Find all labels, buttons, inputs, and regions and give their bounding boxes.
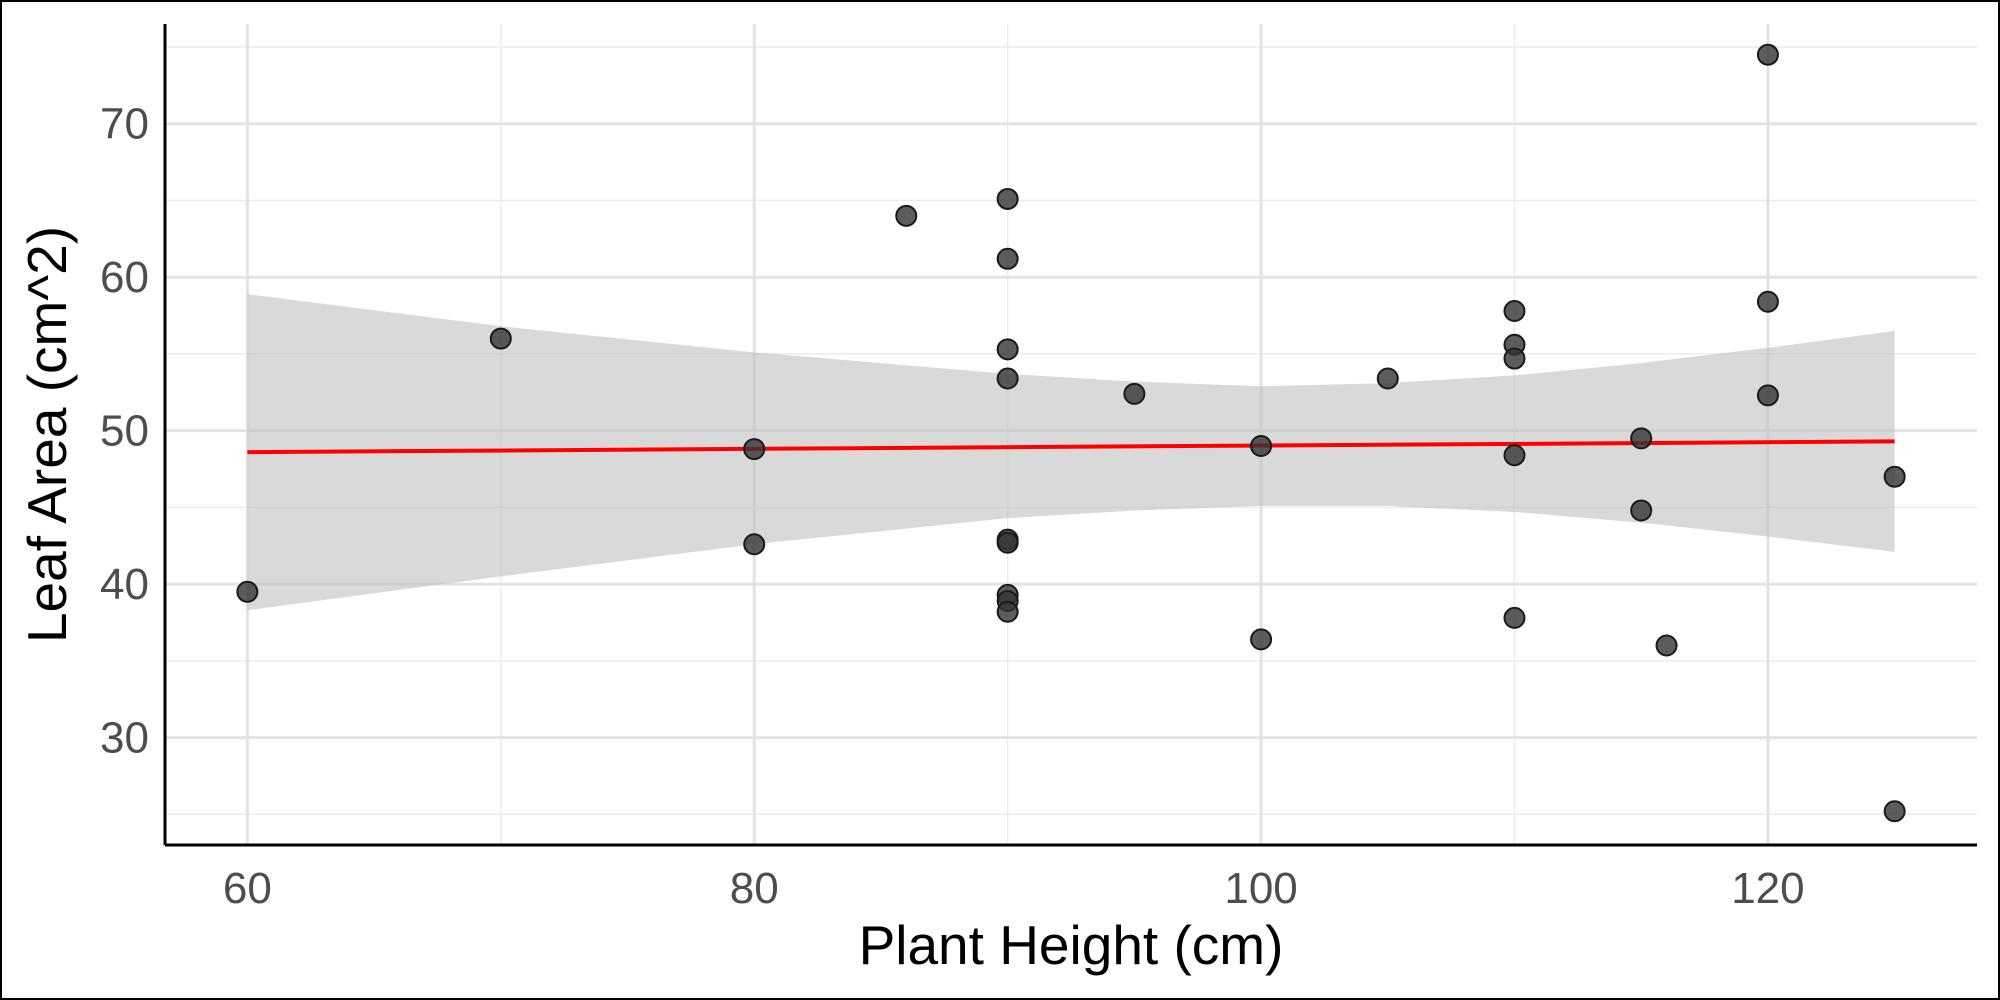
data-point (996, 531, 1019, 554)
data-point (1503, 444, 1526, 467)
data-point (996, 247, 1019, 270)
data-point (1250, 435, 1273, 458)
data-point (1883, 465, 1906, 488)
x-tick-label: 100 (1224, 864, 1297, 913)
x-axis-ticks: 60 80 100 120 (223, 864, 1805, 913)
y-axis-ticks: 30 40 50 60 70 (100, 100, 149, 763)
data-point (1123, 382, 1146, 405)
y-tick-label: 60 (100, 253, 149, 302)
confidence-band (247, 294, 1895, 611)
data-point (1630, 427, 1653, 450)
data-point (743, 533, 766, 556)
y-tick-label: 70 (100, 100, 149, 149)
data-point (1655, 634, 1678, 657)
data-point (743, 438, 766, 461)
y-tick-label: 50 (100, 407, 149, 456)
data-point (1883, 800, 1906, 823)
data-point (996, 338, 1019, 361)
x-tick-label: 60 (223, 864, 272, 913)
data-point (1756, 384, 1779, 407)
x-axis-title: Plant Height (cm) (859, 914, 1284, 976)
y-tick-label: 40 (100, 560, 149, 609)
data-point (1630, 499, 1653, 522)
data-point (1756, 43, 1779, 66)
data-point (1503, 347, 1526, 370)
x-tick-label: 120 (1731, 864, 1804, 913)
fit-line-layer (247, 439, 1895, 455)
confidence-band-layer (247, 294, 1895, 611)
x-tick-label: 80 (730, 864, 779, 913)
data-point (996, 187, 1019, 210)
data-point (489, 327, 512, 350)
data-point (1756, 290, 1779, 313)
axes (163, 24, 1977, 847)
data-point (1376, 367, 1399, 390)
data-point (1250, 628, 1273, 651)
regression-line (247, 439, 1895, 455)
data-points (236, 43, 1906, 823)
y-tick-label: 30 (100, 714, 149, 763)
data-point (1503, 606, 1526, 629)
data-point (996, 600, 1019, 623)
data-point (996, 367, 1019, 390)
data-point (1503, 299, 1526, 322)
data-point (236, 580, 259, 603)
y-axis-title: Leaf Area (cm^2) (16, 226, 78, 643)
data-point (895, 204, 918, 227)
